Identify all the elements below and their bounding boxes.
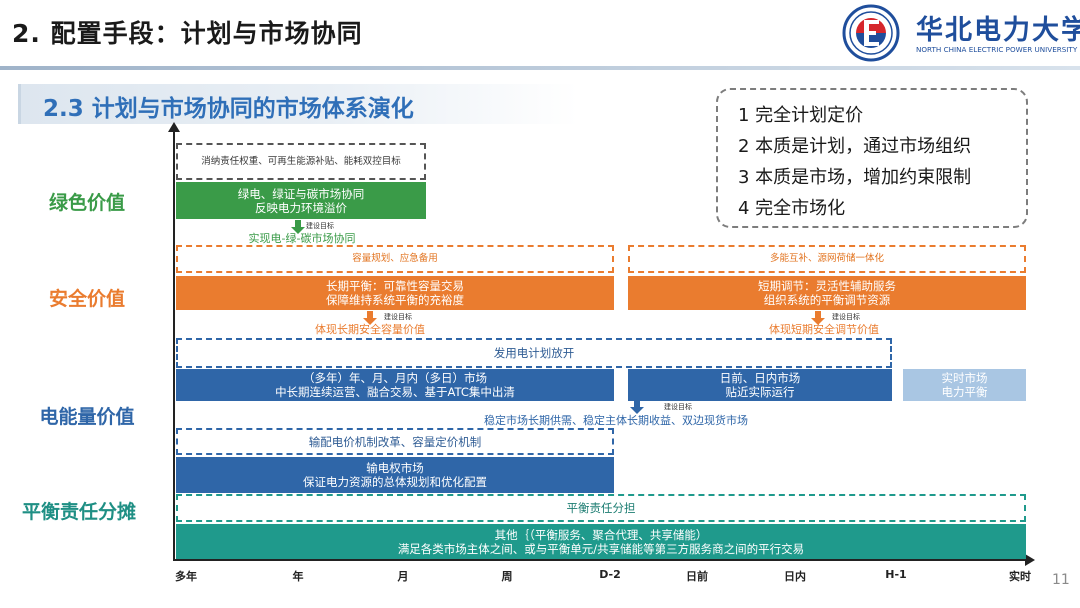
time-axis [173,554,1035,566]
safety-right-arrow-tag: 建设目标 [832,313,860,321]
green-market-block: 绿电、绿证与碳市场协同 反映电力环境溢价 [176,182,426,219]
safety-capacity-block: 长期平衡：可靠性容量交易 保障维持系统平衡的充裕度 [176,276,614,310]
energy-arrow-tag: 建设目标 [664,403,692,411]
safety-left-arrow-tag: 建设目标 [384,313,412,321]
energy-down-arrow-icon [630,400,644,414]
legend-item-2: 2 本质是计划，通过市场组织 [738,136,972,157]
tick-label: H-1 [885,568,907,581]
legend-item-4: 4 完全市场化 [738,198,846,219]
row-label-safety: 安全价值 [48,288,125,310]
safety-right-outcome: 体现短期安全调节价值 [769,323,879,336]
slide-title: 2. 配置手段：计划与市场协同 [12,19,363,48]
green-outcome: 实现电-绿-碳市场协同 [248,232,356,245]
safety-planning-block: 容量规划、应急备用 [176,245,614,273]
energy-spot-market-block: 日前、日内市场 贴近实际运行 [628,369,892,401]
tick-label: 实时 [1009,570,1031,583]
tick-label: D-2 [599,568,621,581]
green-down-arrow-icon [291,220,305,234]
energy-mid-long-term-block: （多年）年、月、月内（多日）市场 中长期连续运营、融合交易、基于ATC集中出清 [176,369,614,401]
energy-price-reform-block: 输配电价机制改革、容量定价机制 [176,428,614,455]
row-label-energy: 电能量价值 [39,406,135,428]
energy-outcome: 稳定市场长期供需、稳定主体长期收益、双边现货市场 [484,414,748,427]
legend-item-3: 3 本质是市场，增加约束限制 [738,167,972,188]
row-label-balance: 平衡责任分摊 [21,501,136,523]
tick-label: 日内 [784,570,806,583]
energy-plan-opening-block: 发用电计划放开 [176,338,892,368]
row-label-green: 绿色价值 [48,192,125,214]
logo-chinese-name: 华北电力大学 [916,15,1080,46]
green-policy-block: 消纳责任权重、可再生能源补贴、能耗双控目标 [176,143,426,180]
green-arrow-tag: 建设目标 [306,222,334,230]
energy-transmission-rights-block: 输电权市场 保证电力资源的总体规划和优化配置 [176,457,614,493]
safety-flexibility-block: 短期调节：灵活性辅助服务 组织系统的平衡调节资源 [628,276,1026,310]
tick-label: 周 [501,570,513,583]
balance-sharing-block: 平衡责任分担 [176,494,1026,522]
legend-box: 1 完全计划定价 2 本质是计划，通过市场组织 3 本质是市场，增加约束限制 4… [716,88,1028,228]
balance-other-services-block: 其他｛（平衡服务、聚合代理、共享储能） 满足各类市场主体之间、或与平衡单元/共享… [176,524,1026,559]
safety-right-down-arrow-icon [811,311,825,325]
safety-integration-block: 多能互补、源网荷储一体化 [628,245,1026,273]
page-number: 11 [1052,572,1070,588]
vertical-axis [168,122,180,560]
section-banner: 2.3 计划与市场协同的市场体系演化 [18,84,578,124]
university-emblem-icon [842,4,900,62]
title-divider [0,66,1080,70]
energy-realtime-block: 实时市场 电力平衡 [903,369,1026,401]
safety-left-down-arrow-icon [363,311,377,325]
university-logo: 华北电力大学 NORTH CHINA ELECTRIC POWER UNIVER… [842,4,1080,62]
tick-label: 多年 [175,570,197,583]
logo-english-name: NORTH CHINA ELECTRIC POWER UNIVERSITY [916,45,1078,54]
tick-label: 年 [292,570,304,583]
tick-label: 月 [397,570,409,583]
legend-item-1: 1 完全计划定价 [738,105,864,126]
tick-label: 日前 [686,570,708,583]
section-title: 2.3 计划与市场协同的市场体系演化 [43,96,414,122]
safety-left-outcome: 体现长期安全容量价值 [315,323,425,336]
